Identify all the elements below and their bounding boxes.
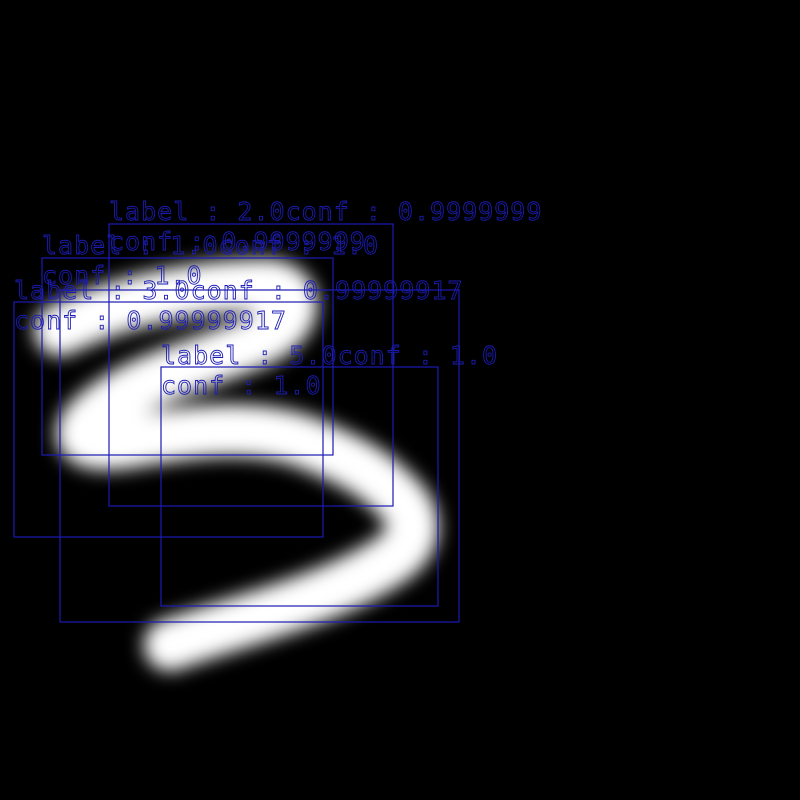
detection-box-3-inner [13,301,324,538]
detection-label-5: label : 5.0conf : 1.0 [161,341,498,370]
digit-stroke [34,259,439,671]
detection-conf-5: conf : 1.0 [161,371,322,400]
detection-conf-1: conf : 1.0 [42,261,203,290]
detection-label-2: label : 2.0conf : 0.9999999 [109,197,542,226]
detection-box-3-outer [59,289,460,623]
detection-conf-2: conf : 0.9999999 [109,227,366,256]
detection-conf-3: conf : 0.99999917 [14,306,287,335]
detection-label-1: label : 1.0conf : 1.0 [42,231,379,260]
detection-box-5 [160,366,439,607]
detection-label-3: label : 3.0conf : 0.99999917 [14,276,463,305]
detection-box-2 [108,223,394,507]
detection-box-1 [41,257,334,456]
